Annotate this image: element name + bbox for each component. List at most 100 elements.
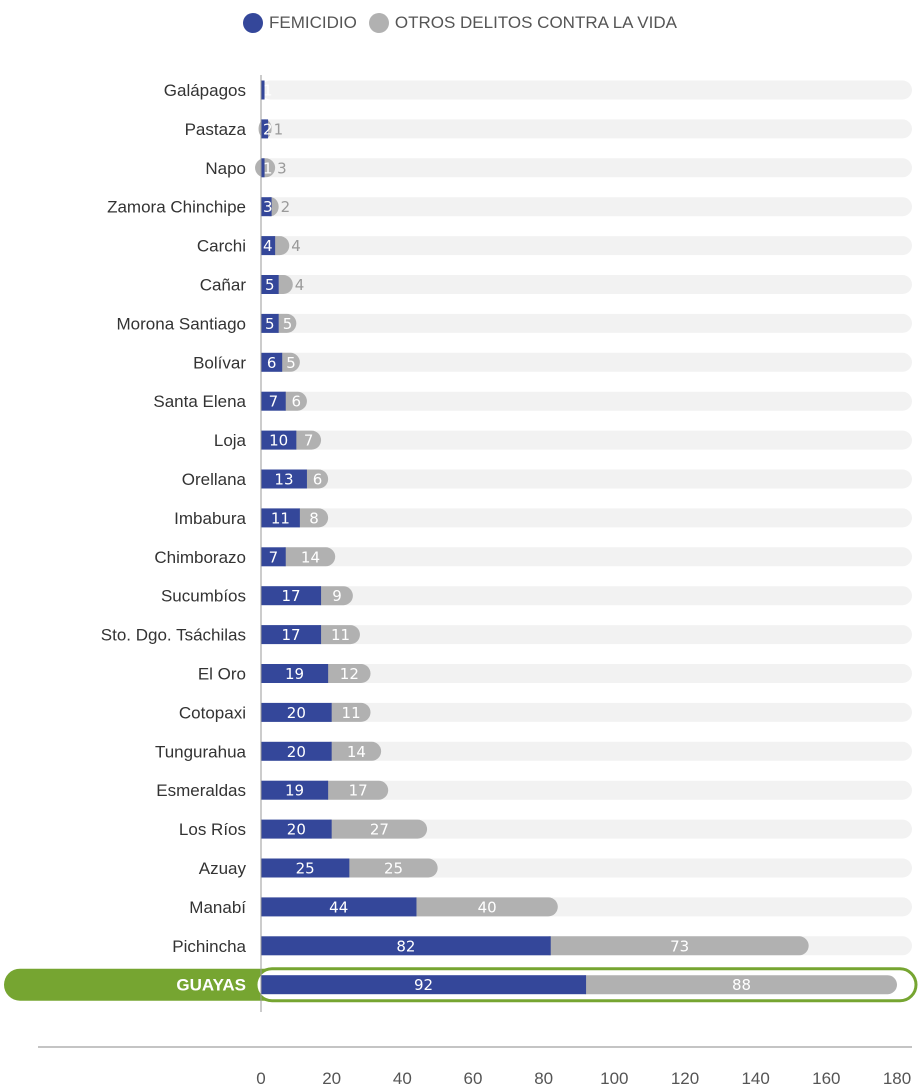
bar-femicidio-bolivar[interactable] — [261, 352, 283, 372]
value-label-otros-napo: 3 — [277, 159, 287, 177]
value-label-femicidio-morona-santiago: 5 — [265, 315, 275, 333]
category-label-napo: Napo — [205, 159, 246, 178]
bar-femicidio-orellana[interactable] — [261, 469, 307, 489]
category-label-sucumbios: Sucumbíos — [161, 587, 246, 606]
value-label-femicidio-azuay: 25 — [296, 860, 315, 878]
category-label-bolivar: Bolívar — [193, 353, 246, 372]
legend-label-femicidio: FEMICIDIO — [269, 13, 357, 32]
bar-femicidio-pastaza[interactable] — [261, 119, 269, 139]
bar-femicidio-esmeraldas[interactable] — [261, 780, 329, 800]
value-label-femicidio-zamora-chinchipe: 3 — [263, 198, 273, 216]
bar-track-imbabura — [261, 508, 912, 528]
legend-item-otros-delitos[interactable]: OTROS DELITOS CONTRA LA VIDA — [368, 13, 677, 33]
bar-otros-el-oro[interactable] — [318, 664, 371, 683]
bar-femicidio-sucumbios[interactable] — [261, 586, 322, 606]
category-label-el-oro: El Oro — [198, 665, 246, 684]
bar-otros-napo[interactable] — [255, 158, 276, 178]
value-label-femicidio-imbabura: 11 — [271, 509, 290, 527]
category-label-esmeraldas: Esmeraldas — [156, 781, 246, 800]
x-tick-label-80: 80 — [534, 1069, 553, 1088]
bar-femicidio-chimborazo[interactable] — [261, 547, 286, 567]
bar-femicidio-morona-santiago[interactable] — [261, 313, 279, 333]
x-tick-label-20: 20 — [322, 1069, 341, 1088]
bar-otros-esmeraldas[interactable] — [318, 780, 389, 800]
bar-track-canar — [261, 275, 912, 294]
category-label-loja: Loja — [214, 431, 247, 450]
value-label-otros-los-rios: 27 — [370, 821, 389, 839]
category-label-chimborazo: Chimborazo — [154, 548, 246, 567]
category-label-galapagos: Galápagos — [164, 81, 246, 100]
bar-femicidio-galapagos[interactable] — [261, 80, 265, 100]
bar-femicidio-cotopaxi[interactable] — [261, 702, 332, 722]
bar-femicidio-canar[interactable] — [261, 275, 279, 294]
bar-track-zamora-chinchipe — [261, 197, 912, 217]
x-tick-label-100: 100 — [600, 1069, 628, 1088]
bar-femicidio-sto-dgo-tsachilas[interactable] — [261, 625, 322, 645]
value-label-otros-imbabura: 8 — [309, 509, 319, 527]
bar-femicidio-pichincha[interactable] — [261, 936, 551, 956]
value-label-otros-santa-elena: 6 — [292, 393, 302, 411]
category-label-imbabura: Imbabura — [174, 509, 246, 528]
bar-otros-azuay[interactable] — [339, 858, 438, 878]
value-label-otros-carchi: 4 — [291, 237, 301, 255]
bar-femicidio-carchi[interactable] — [261, 236, 276, 256]
value-label-femicidio-pastaza: 2 — [263, 120, 273, 138]
bar-track-tungurahua — [261, 741, 912, 761]
value-label-otros-esmeraldas: 17 — [349, 782, 368, 800]
bar-otros-manabi[interactable] — [406, 897, 558, 917]
legend-dot-femicidio — [243, 13, 263, 33]
bar-otros-guayas[interactable] — [576, 975, 897, 995]
bar-track-sucumbios — [261, 586, 912, 606]
bar-femicidio-loja[interactable] — [261, 430, 297, 450]
bar-track-sto-dgo-tsachilas — [261, 625, 912, 645]
bar-femicidio-guayas[interactable] — [261, 975, 587, 995]
bar-otros-chimborazo[interactable] — [276, 547, 336, 567]
bar-femicidio-zamora-chinchipe[interactable] — [261, 197, 272, 217]
value-label-femicidio-sto-dgo-tsachilas: 17 — [281, 626, 300, 644]
bar-femicidio-manabi[interactable] — [261, 897, 417, 917]
bar-femicidio-el-oro[interactable] — [261, 664, 329, 683]
bar-femicidio-los-rios[interactable] — [261, 819, 332, 839]
x-tick-label-40: 40 — [393, 1069, 412, 1088]
value-label-otros-loja: 7 — [304, 432, 314, 450]
value-label-otros-morona-santiago: 5 — [283, 315, 293, 333]
bar-femicidio-imbabura[interactable] — [261, 508, 300, 528]
bar-otros-tungurahua[interactable] — [322, 741, 382, 761]
bar-femicidio-azuay[interactable] — [261, 858, 350, 878]
value-label-femicidio-los-rios: 20 — [287, 821, 306, 839]
category-label-pastaza: Pastaza — [185, 120, 247, 139]
legend: FEMICIDIO OTROS DELITOS CONTRA LA VIDA — [0, 8, 920, 38]
category-label-tungurahua: Tungurahua — [155, 742, 247, 761]
value-label-femicidio-sucumbios: 17 — [281, 587, 300, 605]
bar-femicidio-santa-elena[interactable] — [261, 391, 286, 411]
x-tick-label-180: 180 — [883, 1069, 911, 1088]
value-label-femicidio-chimborazo: 7 — [269, 548, 279, 566]
legend-item-femicidio[interactable]: FEMICIDIO — [243, 13, 357, 33]
value-label-otros-el-oro: 12 — [340, 665, 359, 683]
bar-otros-cotopaxi[interactable] — [322, 702, 371, 722]
bar-otros-los-rios[interactable] — [322, 819, 428, 839]
bar-track-cotopaxi — [261, 702, 912, 722]
bar-femicidio-tungurahua[interactable] — [261, 741, 332, 761]
value-label-femicidio-orellana: 13 — [274, 471, 293, 489]
value-label-otros-sto-dgo-tsachilas: 11 — [331, 626, 350, 644]
category-label-sto-dgo-tsachilas: Sto. Dgo. Tsáchilas — [101, 626, 246, 645]
value-label-femicidio-el-oro: 19 — [285, 665, 304, 683]
value-label-otros-canar: 4 — [295, 276, 305, 294]
category-label-manabi: Manabí — [189, 898, 246, 917]
x-tick-label-140: 140 — [741, 1069, 769, 1088]
value-label-femicidio-galapagos: 1 — [263, 82, 273, 100]
bar-track-loja — [261, 430, 912, 450]
legend-dot-otros-delitos — [368, 13, 389, 33]
bar-femicidio-napo[interactable] — [261, 158, 265, 178]
x-tick-label-0: 0 — [256, 1069, 265, 1088]
bar-track-chimborazo — [261, 547, 912, 567]
bar-otros-pichincha[interactable] — [541, 936, 809, 956]
value-label-otros-tungurahua: 14 — [347, 743, 366, 761]
value-label-otros-pichincha: 73 — [670, 937, 689, 955]
value-label-femicidio-cotopaxi: 20 — [287, 704, 306, 722]
legend-label-otros-delitos: OTROS DELITOS CONTRA LA VIDA — [394, 13, 677, 32]
bar-otros-sto-dgo-tsachilas[interactable] — [311, 625, 360, 645]
bar-otros-sucumbios[interactable] — [311, 586, 353, 606]
category-label-carchi: Carchi — [197, 237, 246, 256]
